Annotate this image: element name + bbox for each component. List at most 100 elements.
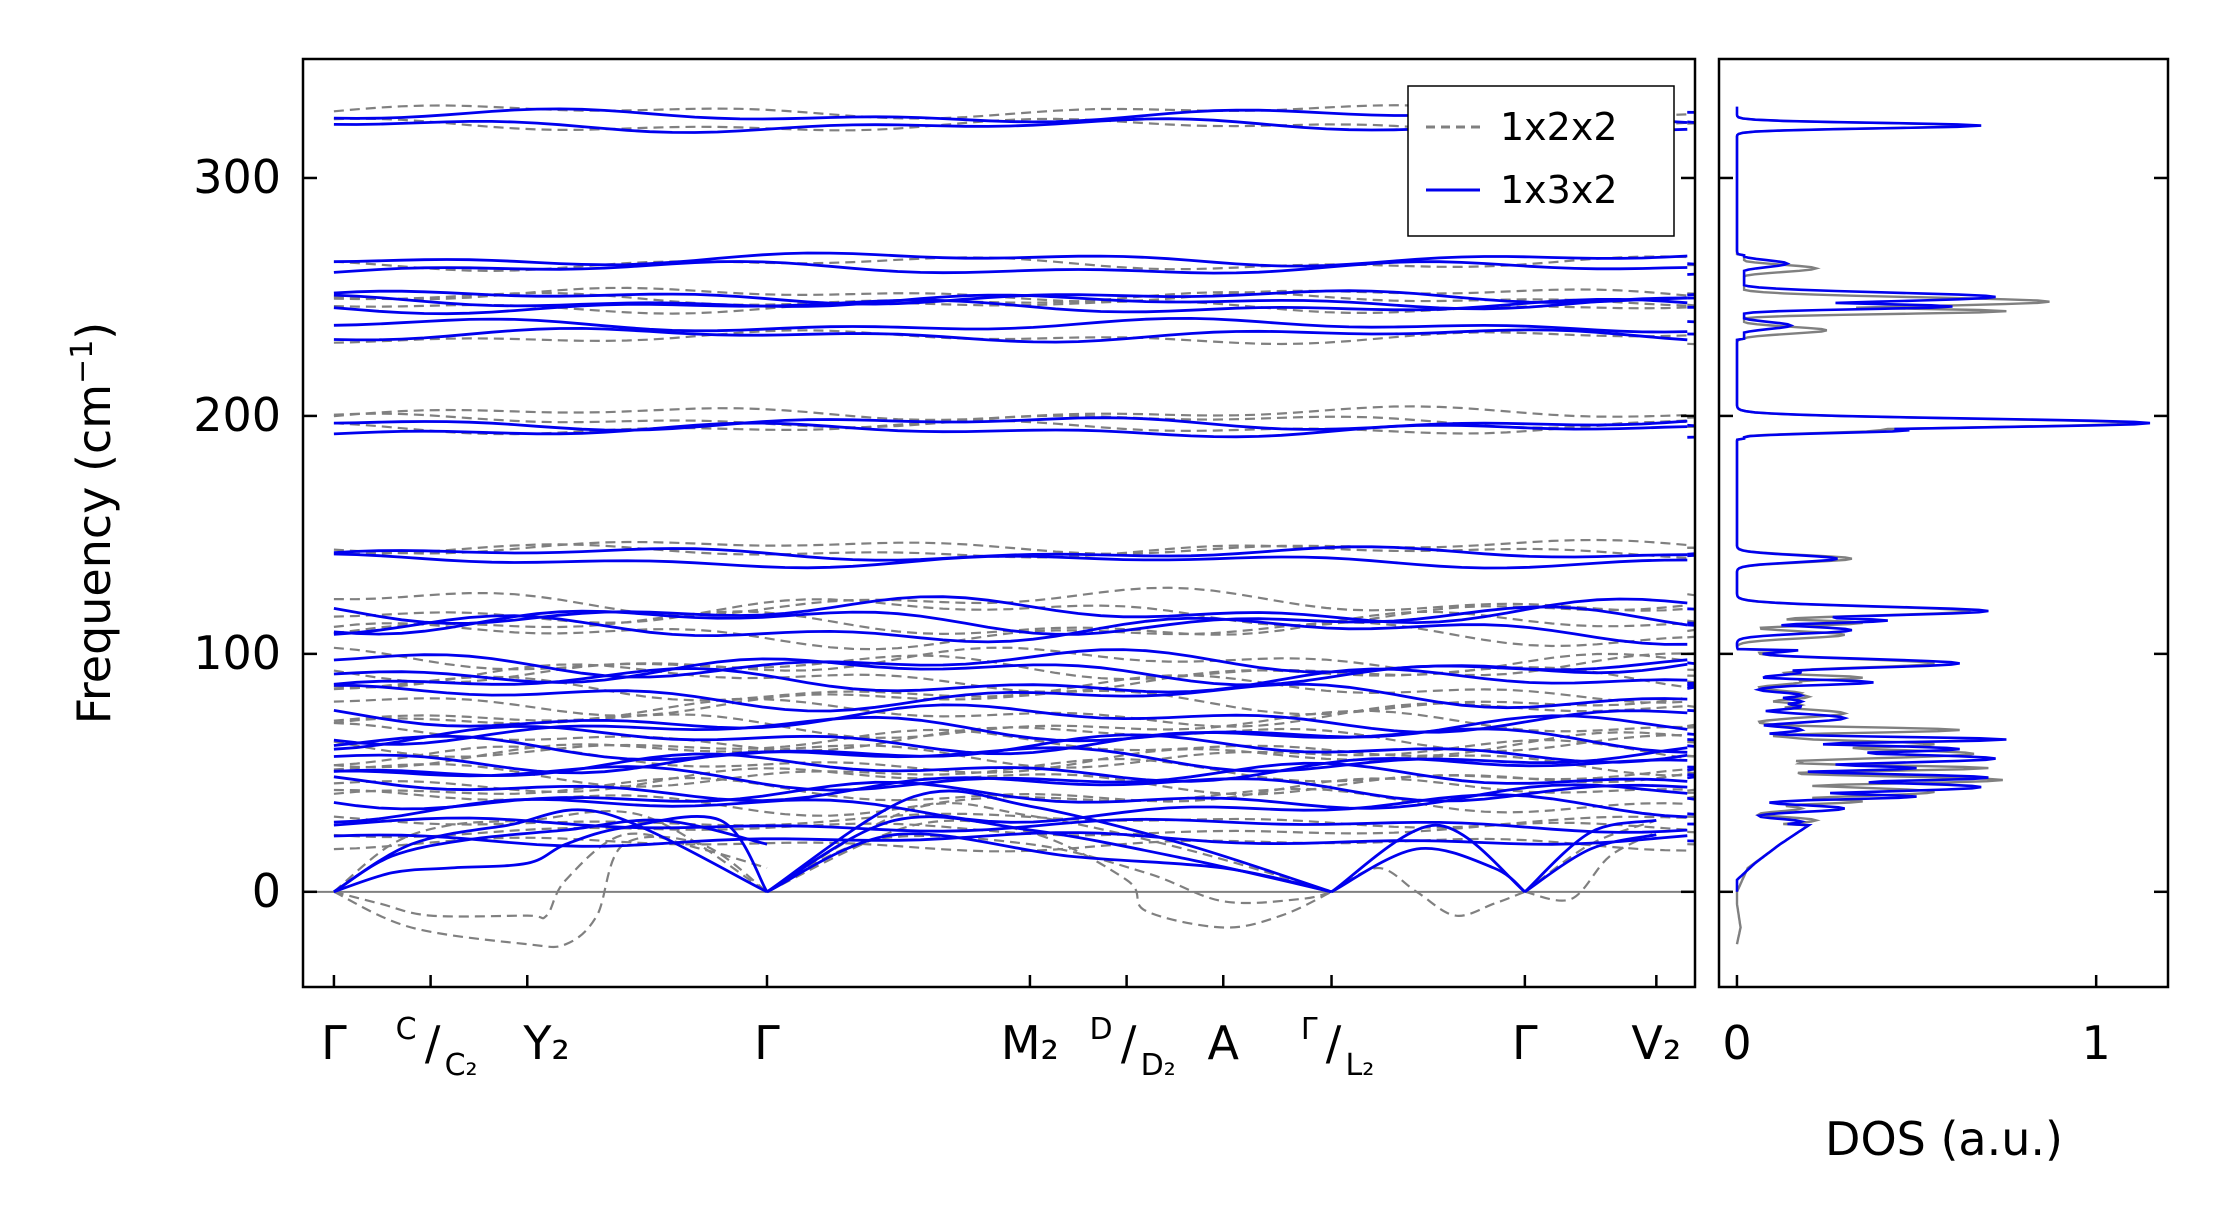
band-1x3x2-seg0-level-14	[333, 605, 1688, 636]
x-tick-label-slash-1: /	[425, 1016, 441, 1070]
y-axis-ticks: 0 100 200 300	[193, 150, 1695, 918]
legend-label-1x3x2: 1x3x2	[1500, 168, 1618, 212]
band-1x2x2-seg0-level-25	[333, 738, 1688, 769]
band-1x2x2-seg0-level-15	[333, 621, 1688, 651]
band-1x2x2-seg0-level-20	[333, 689, 1688, 717]
band-1x3x2-seg0-level-20	[333, 703, 1688, 734]
dos-x-tick-label-0: 0	[1722, 1016, 1751, 1070]
y-tick-label-0: 0	[252, 864, 281, 918]
band-1x3x2-acoustic-9	[1523, 819, 1657, 893]
x-tick-label-sub-5: D₂	[1141, 1048, 1176, 1083]
band-1x2x2-seg1-level-23	[1687, 724, 1695, 728]
band-1x3x2-seg0-level-2	[333, 251, 1688, 268]
band-1x3x2-seg0-level-27	[333, 775, 1688, 803]
band-1x2x2-acoustic-6	[1330, 866, 1526, 917]
band-1x3x2-seg0-level-8	[333, 316, 1688, 334]
band-1x3x2-seg1-level-30	[1687, 822, 1695, 826]
series-1x2x2	[333, 104, 1695, 949]
band-1x3x2-seg1-level-8	[1687, 320, 1695, 324]
band-plot-frame	[301, 57, 1697, 989]
high-symmetry-ticks	[332, 975, 1658, 987]
band-1x3x2-seg0-level-6	[333, 298, 1688, 316]
x-tick-label-7: Γ / L₂	[1301, 1012, 1374, 1083]
band-1x2x2-seg1-level-10	[1687, 546, 1695, 549]
x-tick-label-sup-7: Γ	[1301, 1012, 1318, 1047]
legend-frame	[1407, 85, 1675, 237]
band-1x3x2-seg0-level-29	[333, 793, 1688, 824]
band-1x2x2-seg0-level-16	[333, 646, 1688, 677]
band-1x2x2-seg0-level-33	[333, 836, 1688, 853]
dos-series-1x3x2	[1735, 106, 2151, 892]
x-tick-label-0: Γ	[321, 1016, 347, 1070]
band-1x3x2-acoustic-7	[1330, 823, 1526, 893]
band-1x3x2-seg0-level-30	[333, 816, 1688, 834]
band-1x2x2-seg0-level-27	[333, 757, 1688, 788]
band-1x3x2-acoustic-2	[333, 808, 768, 894]
band-1x2x2-acoustic-5	[766, 802, 1332, 893]
dos-plot-frame	[1717, 57, 2170, 989]
x-tick-label-sub-1: C₂	[445, 1048, 478, 1083]
band-1x2x2-seg0-level-29	[333, 776, 1688, 803]
legend-label-1x2x2: 1x2x2	[1500, 105, 1618, 149]
series-1x3x2	[333, 107, 1695, 894]
band-1x2x2-seg0-level-4	[333, 291, 1688, 307]
band-1x3x2-seg0-level-10	[333, 421, 1688, 439]
band-1x2x2-seg1-level-0	[1687, 110, 1695, 114]
x-tick-label-6: A	[1208, 1016, 1240, 1070]
band-1x3x2-acoustic-0	[333, 815, 769, 894]
band-1x3x2-seg0-level-28	[333, 780, 1688, 811]
y-axis-label: Frequency (cm−1)	[65, 322, 121, 725]
y-axis-label-main: Frequency (cm	[67, 384, 121, 724]
band-1x3x2-seg0-level-19	[333, 682, 1688, 713]
band-1x3x2-acoustic-4	[766, 789, 1332, 894]
dos-x-tick-label-1: 1	[2082, 1016, 2111, 1070]
band-1x2x2-seg0-level-23	[333, 721, 1688, 753]
x-tick-label-2: Y₂	[522, 1016, 570, 1070]
band-1x2x2-seg1-level-33	[1687, 843, 1695, 846]
band-1x2x2-seg1-level-6	[1687, 342, 1695, 346]
band-1x2x2-acoustic-2	[333, 810, 768, 893]
band-1x3x2-seg0-level-13	[333, 595, 1688, 625]
band-1x3x2-seg0-level-9	[333, 416, 1688, 432]
band-1x2x2-seg1-level-9	[1687, 425, 1695, 428]
dos-x-axis-label: DOS (a.u.)	[1825, 1112, 2063, 1166]
band-1x3x2-acoustic-1	[333, 818, 768, 893]
x-tick-label-4: M₂	[1001, 1016, 1059, 1070]
x-tick-label-sub-7: L₂	[1346, 1048, 1375, 1083]
x-tick-label-sup-1: C	[396, 1012, 417, 1047]
band-1x3x2-acoustic-5	[766, 832, 1332, 894]
dos-curve-1x3x2	[1735, 106, 2151, 892]
band-1x3x2-seg0-level-16	[333, 648, 1688, 679]
band-1x3x2-seg0-level-17	[333, 657, 1688, 687]
legend: 1x2x2 1x3x2	[1407, 85, 1675, 237]
y-tick-label-300: 300	[193, 150, 281, 204]
band-1x3x2-seg0-level-18	[333, 667, 1688, 694]
band-1x3x2-seg0-level-3	[333, 260, 1688, 275]
band-1x2x2-acoustic-0	[333, 832, 768, 920]
y-axis-label-sup: −1	[65, 340, 100, 384]
x-tick-label-sup-5: D	[1089, 1012, 1112, 1047]
band-1x3x2-seg0-level-12	[333, 552, 1688, 570]
band-1x3x2-seg0-level-22	[333, 724, 1688, 756]
band-1x3x2-seg0-level-15	[333, 614, 1688, 646]
x-tick-label-1: C / C₂	[396, 1012, 478, 1083]
x-tick-label-3: Γ	[754, 1016, 780, 1070]
band-1x3x2-acoustic-8	[1524, 833, 1657, 893]
y-axis-label-close: )	[67, 322, 121, 340]
band-1x3x2-seg1-level-31	[1687, 839, 1695, 843]
band-1x3x2-seg0-level-31	[333, 831, 1688, 848]
y-tick-label-100: 100	[193, 626, 281, 680]
band-1x3x2-seg1-level-17	[1687, 681, 1695, 685]
y-tick-label-200: 200	[193, 388, 281, 442]
x-tick-label-9: V₂	[1631, 1016, 1681, 1070]
band-1x2x2-seg1-level-15	[1687, 628, 1695, 633]
x-tick-label-5: D / D₂	[1089, 1012, 1175, 1083]
x-axis-tick-labels: Γ C / C₂ Y₂ Γ M₂ D / D₂ A Γ / L₂ Γ V₂	[321, 1012, 1681, 1083]
band-1x2x2-seg0-level-18	[333, 663, 1688, 694]
x-tick-label-8: Γ	[1512, 1016, 1538, 1070]
band-1x2x2-seg0-level-32	[333, 821, 1688, 839]
